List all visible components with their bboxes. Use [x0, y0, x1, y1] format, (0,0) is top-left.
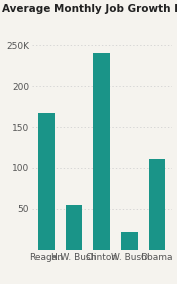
Bar — [66, 205, 82, 250]
Text: Average Monthly Job Growth By President: Average Monthly Job Growth By President — [2, 4, 177, 14]
Bar — [93, 53, 110, 250]
Bar — [149, 159, 165, 250]
Bar — [38, 113, 55, 250]
Bar — [121, 232, 138, 250]
